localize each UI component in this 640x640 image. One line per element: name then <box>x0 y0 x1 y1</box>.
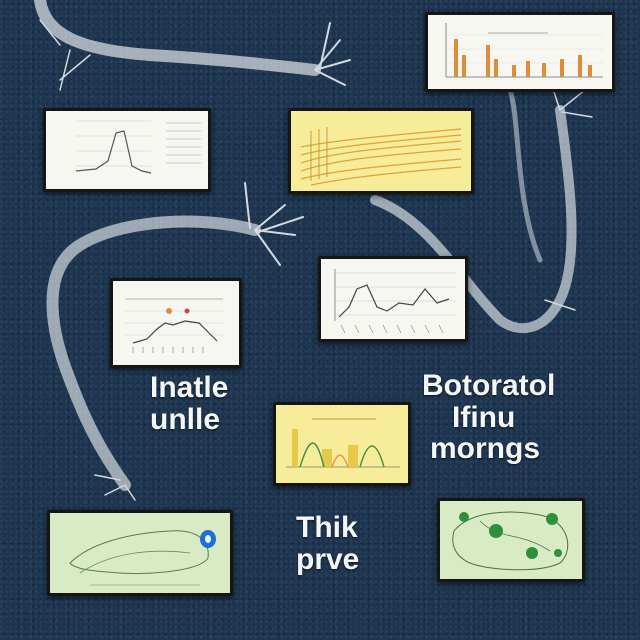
map-panel-left <box>47 510 233 596</box>
caption-right: Botoratol Ifinu morngs <box>422 370 555 465</box>
bar-chart-graphic <box>445 23 603 78</box>
right-fiber <box>370 105 577 334</box>
caption-bottom-line-1: Thik <box>296 511 358 544</box>
yellow-chart-graphic <box>286 418 400 468</box>
texture-chart-panel <box>288 108 474 194</box>
top-fiber <box>34 0 321 76</box>
texture-chart-graphic <box>300 127 462 186</box>
caption-left-line-2: unlle <box>150 402 221 436</box>
caption-right-line-1: Botoratol <box>422 369 556 402</box>
caption-left: Inatle unlle <box>150 372 228 435</box>
caption-right-line-3: morngs <box>430 432 541 465</box>
map-panel-right <box>437 498 585 582</box>
middle-fiber <box>46 215 261 491</box>
bar-chart-panel <box>425 12 615 92</box>
line-chart-graphic-2 <box>125 298 223 353</box>
map-graphic-right <box>452 511 569 571</box>
line-chart-graphic-1 <box>75 120 201 174</box>
line-chart-panel-3 <box>318 256 468 342</box>
caption-right-line-2: Ifinu <box>452 400 516 434</box>
caption-bottom-line-2: prve <box>296 542 360 576</box>
line-chart-panel-2 <box>110 278 242 368</box>
line-chart-panel-1 <box>43 108 211 192</box>
caption-left-line-1: Inatle <box>150 371 229 404</box>
caption-bottom: Thik prve <box>296 512 359 575</box>
yellow-chart-panel <box>273 402 411 486</box>
line-chart-graphic-3 <box>334 269 456 334</box>
map-graphic-left <box>69 530 216 586</box>
